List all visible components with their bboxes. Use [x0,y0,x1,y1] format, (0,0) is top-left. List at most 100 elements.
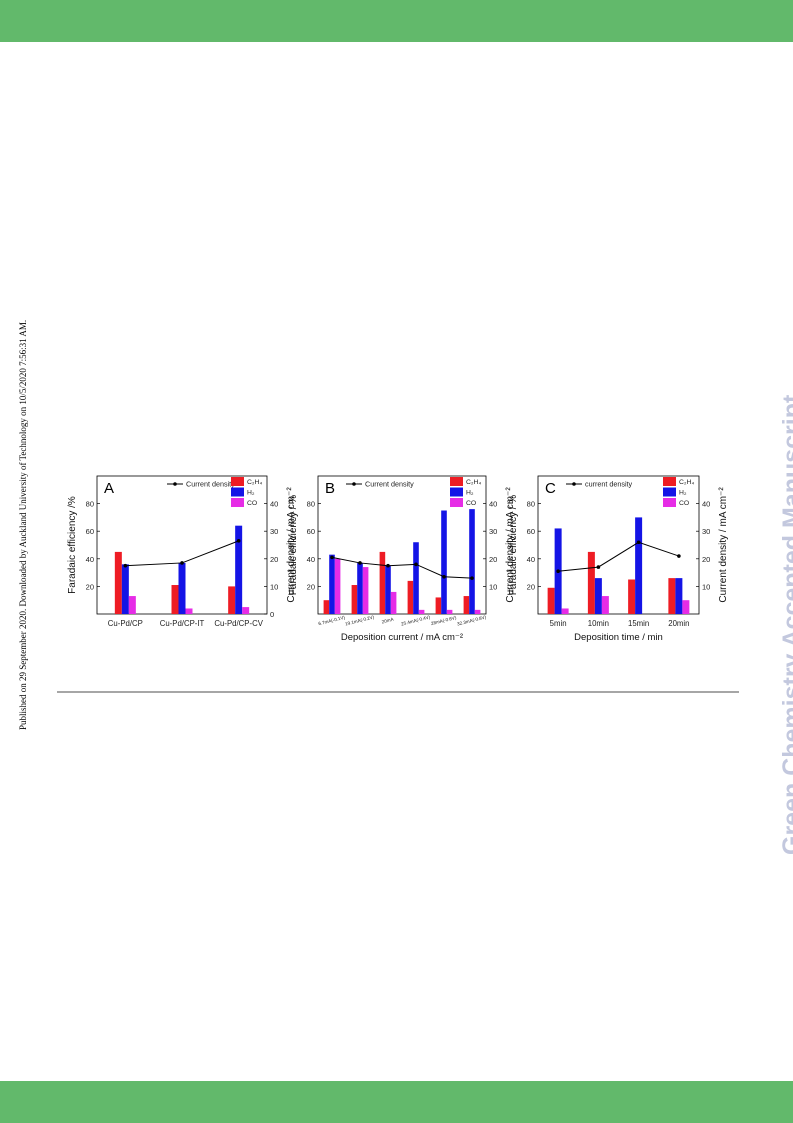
current-density-point [180,561,184,565]
legend-label: C₂H₄ [466,479,481,486]
bar-h2 [594,578,602,614]
current-density-point [596,565,601,569]
bar-co [128,596,136,614]
y2-tick-label: 40 [702,500,710,509]
x-axis-title: Deposition time / min [574,632,663,643]
panel-b: 20 40 60 80 10 20 30 40 6.7mA(-0.1V) 19.1mA(-0.2V… [288,475,516,643]
x-category-label: 20mA [381,616,395,624]
current-density-line [331,556,473,579]
header-band [0,0,793,42]
legend-swatch-c2h4 [663,477,676,486]
panel-letter: B [325,480,335,497]
bar-c2h4 [435,597,442,614]
bar-h2 [178,562,186,614]
current-density-point [330,555,334,560]
bar-h2 [469,509,475,614]
legend-swatch-h2 [231,487,244,497]
panel-letter: C [545,480,556,497]
bar-c2h4 [628,579,636,614]
y2-tick-label: 20 [270,555,278,564]
bar-co [474,609,481,614]
y-axis-title: Faradaic efficiency / % [288,495,299,596]
legend-swatch-c2h4 [450,477,463,486]
y2-tick-label: 10 [270,582,278,591]
bar-h2 [121,564,129,614]
legend-line-point [352,482,356,486]
x-category-label: Cu-Pd/CP-CV [214,619,263,628]
y-tick-label: 20 [86,582,94,591]
x-category-label: 6.7mA(-0.1V) [318,615,346,627]
bar-co [446,609,453,614]
bar-c2h4 [228,586,236,614]
current-density-line [558,541,680,572]
x-category-label: Cu-Pd/CP-IT [160,619,205,628]
y2-axis-title: Current density / mA cm⁻² [505,487,516,603]
y2-tick-label: 30 [702,527,710,536]
legend-label: H₂ [679,490,687,497]
current-density-point [636,540,641,545]
bar-h2 [441,510,447,614]
x-category-label: 20min [668,619,689,628]
publication-note: Published on 29 September 2020. Download… [18,319,28,730]
legend-line-point [173,482,177,486]
current-density-point [556,569,560,574]
footer-band [0,1081,793,1123]
y-tick-label: 40 [307,555,315,564]
legend-line-label: Current density [186,480,235,489]
y-tick-label: 20 [527,582,535,591]
legend-swatch-co [450,498,463,507]
bar-h2 [675,578,683,614]
legend-line-point [572,482,576,486]
y2-tick-label: 10 [702,582,710,591]
y2-axis-title: Current density / mA cm⁻² [286,487,297,603]
current-density-point [414,562,418,567]
bar-h2 [385,565,391,614]
current-density-point [236,539,241,543]
bar-c2h4 [463,596,470,614]
legend-swatch-c2h4 [231,477,244,486]
bar-h2 [329,554,335,614]
x-category-label: 25.4mA(-0.4V) [401,614,432,626]
bar-co [334,558,341,614]
x-category-label: 32.3mA(-0.8V) [457,614,488,626]
y-tick-label: 80 [86,500,94,509]
y-tick-label: 80 [527,500,535,509]
y2-tick-label: 40 [489,500,497,509]
x-category-label: 19.1mA(-0.2V) [345,614,376,626]
x-category-label: 15min [628,619,649,628]
y-tick-label: 20 [307,582,315,591]
legend-label: H₂ [247,490,255,497]
y2-tick-label: 30 [489,527,497,536]
legend-line-label: Current density [365,480,414,489]
current-density-point [677,554,681,558]
panel-a: 20 40 60 80 0 10 20 30 40 Cu-Pd/CP Cu-Pd/CP-IT Cu-P… [67,475,297,628]
bar-c2h4 [114,551,122,614]
bar-h2 [413,542,419,614]
x-category-label: 5min [550,619,567,628]
legend-label: H₂ [466,490,474,497]
bar-co [362,567,369,614]
current-density-point [442,574,446,579]
y2-tick-label: 10 [489,582,497,591]
bar-co [242,607,250,614]
y2-axis-title: Current density / mA cm⁻² [718,487,729,603]
x-category-label: 10min [588,619,609,628]
y2-tick-label: 20 [489,555,497,564]
bar-c2h4 [587,551,595,614]
bar-co [561,608,569,614]
y-tick-label: 60 [307,527,315,536]
legend-label: CO [679,500,689,507]
legend-swatch-co [663,498,676,507]
figure-charts: 20 40 60 80 0 10 20 30 40 Cu-Pd/CP Cu-Pd/CP-IT Cu-P… [67,475,729,643]
current-density-point [470,576,474,580]
bar-co [185,608,193,614]
legend-label: C₂H₄ [247,479,262,486]
panel-c: 20 40 60 80 10 20 30 40 5min 10min 15min 20min C curr… [508,475,729,643]
plot-frame [537,475,700,615]
y-tick-label: 40 [527,555,535,564]
y2-tick-label: 20 [702,555,710,564]
bar-c2h4 [323,600,330,614]
legend-swatch-h2 [450,487,463,497]
x-category-label: Cu-Pd/CP [108,619,143,628]
bar-c2h4 [547,587,555,614]
